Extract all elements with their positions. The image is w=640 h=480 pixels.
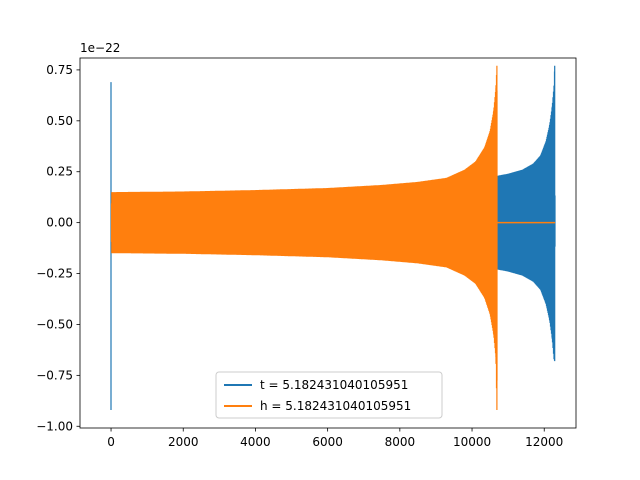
y-offset-label: 1e−22 bbox=[80, 41, 120, 55]
x-tick-label: 2000 bbox=[168, 435, 199, 449]
y-tick-label: 0.75 bbox=[46, 63, 73, 77]
legend-label: t = 5.182431040105951 bbox=[260, 378, 408, 392]
x-tick-label: 8000 bbox=[385, 435, 416, 449]
x-axis: 0 2000 4000 6000 8000 10000 12000 bbox=[107, 428, 563, 449]
legend-items: t = 5.182431040105951 h = 5.1824310401059… bbox=[224, 378, 411, 413]
y-tick-label: −0.50 bbox=[36, 317, 73, 331]
legend-box bbox=[215, 371, 443, 419]
plot-area: 0 2000 4000 6000 8000 10000 12000 −1.00 −0.75 −0… bbox=[36, 41, 577, 449]
x-tick-label: 6000 bbox=[312, 435, 343, 449]
y-tick-label: −0.25 bbox=[36, 267, 73, 281]
x-tick-label: 10000 bbox=[453, 435, 491, 449]
y-tick-label: 0.00 bbox=[46, 216, 73, 230]
y-axis: −1.00 −0.75 −0.50 −0.25 0.00 0.25 0.50 0.75 bbox=[36, 63, 80, 433]
y-tick-label: −0.75 bbox=[36, 368, 73, 382]
series-layer bbox=[110, 65, 556, 410]
y-tick-label: 0.50 bbox=[46, 114, 73, 128]
legend: t = 5.182431040105951 h = 5.1824310401059… bbox=[215, 371, 443, 419]
y-tick-label: 0.25 bbox=[46, 165, 73, 179]
x-tick-label: 4000 bbox=[240, 435, 271, 449]
y-tick-label: −1.00 bbox=[36, 419, 73, 433]
x-tick-label: 12000 bbox=[525, 435, 563, 449]
x-tick-label: 0 bbox=[107, 435, 115, 449]
legend-label: h = 5.182431040105951 bbox=[260, 399, 411, 413]
